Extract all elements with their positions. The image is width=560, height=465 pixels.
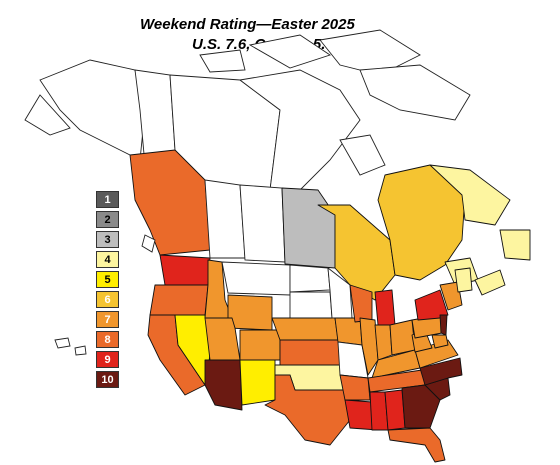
legend-item-4: 4 (96, 251, 119, 268)
region-kansas (279, 339, 341, 366)
region-south-dakota (289, 291, 333, 319)
map-title: Weekend Rating—Easter 2025 (140, 16, 355, 33)
region-alaska-peninsula (24, 94, 71, 136)
region-arctic-island-1 (248, 34, 332, 69)
region-arctic-island-3 (199, 49, 246, 73)
legend-item-9: 9 (96, 351, 119, 368)
legend-item-10: 10 (96, 371, 119, 388)
legend-item-3: 3 (96, 231, 119, 248)
rating-legend: 1 2 3 4 5 6 7 8 9 10 (96, 191, 126, 391)
arctic-land (24, 29, 471, 191)
region-colorado (239, 329, 281, 361)
region-alabama (384, 389, 406, 431)
region-wyoming (227, 294, 273, 331)
legend-item-2: 2 (96, 211, 119, 228)
region-alaska (39, 59, 146, 161)
region-newfoundland (499, 229, 531, 261)
region-maryland (431, 334, 449, 349)
region-washington (159, 254, 211, 286)
region-hudson-coast (339, 134, 386, 176)
region-manitoba (281, 187, 336, 269)
region-nova-scotia (474, 269, 506, 296)
legend-item-8: 8 (96, 331, 119, 348)
region-montana (221, 261, 291, 296)
region-british-columbia (129, 149, 211, 256)
legend-item-5: 5 (96, 271, 119, 288)
region-alberta (204, 179, 246, 259)
region-maine (454, 267, 473, 293)
region-north-carolina (419, 357, 463, 386)
region-arctic-island-2 (319, 29, 421, 76)
region-labrador (429, 164, 511, 226)
region-nunavut (238, 69, 361, 191)
region-new-mexico (239, 359, 276, 406)
region-michigan (374, 289, 396, 326)
region-ohio (389, 319, 416, 356)
region-hawaii-2 (74, 345, 87, 356)
legend-item-6: 6 (96, 291, 119, 308)
region-oregon (149, 284, 209, 316)
region-florida (387, 427, 446, 463)
region-texas (264, 374, 351, 446)
region-hawaii-1 (54, 337, 71, 349)
legend-item-7: 7 (96, 311, 119, 328)
legend-item-1: 1 (96, 191, 119, 208)
region-north-dakota (289, 264, 331, 293)
region-saskatchewan (239, 184, 286, 263)
region-wisconsin (349, 284, 373, 323)
region-georgia (401, 384, 441, 429)
region-arkansas (339, 374, 371, 401)
region-new-jersey (439, 314, 448, 336)
region-nebraska (271, 317, 339, 341)
us-states (147, 254, 473, 463)
region-arizona (204, 359, 243, 411)
region-utah (204, 317, 241, 361)
region-indiana (374, 324, 393, 361)
islands (54, 234, 156, 356)
region-new-england (439, 281, 463, 311)
region-ontario (317, 204, 396, 301)
region-vancouver-island (141, 234, 156, 253)
region-illinois (359, 317, 379, 376)
region-baffin-island (359, 64, 471, 121)
